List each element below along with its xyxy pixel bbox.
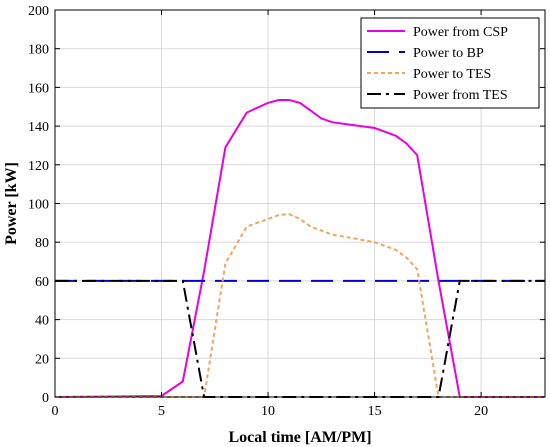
x-tick-label: 5 (158, 404, 165, 419)
legend-label: Power from CSP (413, 25, 508, 40)
y-tick-label: 40 (35, 314, 49, 329)
legend-label: Power from TES (413, 88, 508, 103)
y-tick-label: 60 (35, 275, 49, 290)
x-tick-label: 0 (52, 404, 59, 419)
legend-box (360, 17, 540, 109)
x-tick-label: 20 (474, 404, 488, 419)
y-axis-title: Power [kW] (3, 162, 20, 245)
y-tick-label: 80 (35, 236, 49, 251)
series-line-power-to-tes (55, 213, 545, 398)
legend-label: Power to BP (413, 46, 484, 61)
y-tick-label: 180 (28, 43, 49, 58)
legend-label: Power to TES (413, 67, 491, 82)
y-tick-label: 20 (35, 352, 49, 367)
y-tick-label: 0 (42, 391, 49, 406)
series-layer (54, 99, 545, 398)
y-tick-label: 200 (28, 4, 49, 19)
y-tick-label: 160 (28, 81, 49, 96)
series-line-power-from-csp (54, 99, 545, 398)
x-tick-label: 15 (368, 404, 382, 419)
x-axis-title: Local time [AM/PM] (228, 429, 371, 446)
y-tick-label: 120 (28, 159, 49, 174)
series-line-power-from-tes (55, 279, 545, 398)
x-tick-label: 10 (261, 404, 275, 419)
legend: Power from CSP Power to BP Power to TES Pow… (360, 17, 540, 109)
y-tick-label: 100 (28, 198, 49, 213)
y-tick-label: 140 (28, 120, 49, 135)
